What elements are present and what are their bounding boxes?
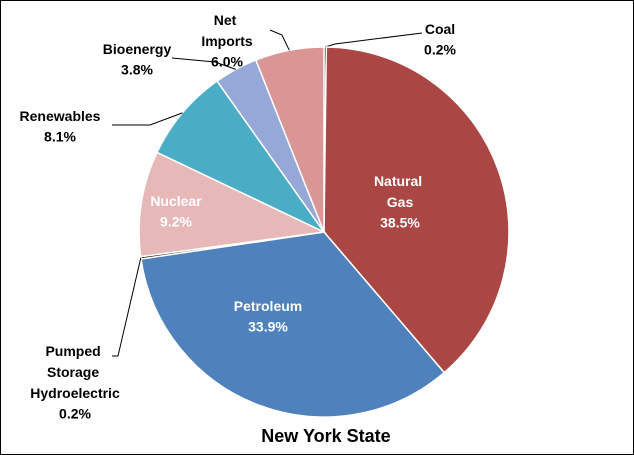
- slice-label-line: Imports: [201, 33, 253, 49]
- slice-label-line: Petroleum: [234, 298, 302, 314]
- data-label: 3.8%: [121, 62, 153, 78]
- slice-label: Renewables: [20, 108, 101, 124]
- data-label: 38.5%: [380, 215, 420, 231]
- data-label: 8.1%: [44, 129, 76, 145]
- pie-slice: [138, 151, 327, 258]
- slice-label-line: Bioenergy: [103, 41, 172, 57]
- slice-label-line: Coal: [425, 21, 455, 37]
- slice-label-line: Net: [214, 12, 240, 28]
- slice-label-line: Renewables: [20, 108, 101, 124]
- slice-label-line: Gas: [387, 194, 414, 210]
- slice-label-line: Storage: [47, 364, 103, 380]
- slice-label: Petroleum: [234, 298, 302, 314]
- slice-label: Net Imports: [201, 12, 253, 49]
- slice-label: Pumped Storage Hydroelectric: [30, 343, 120, 401]
- slice-label-line: Hydroelectric: [30, 385, 120, 401]
- slice-label: Bioenergy: [103, 41, 172, 57]
- slice-label-line: Natural: [374, 173, 426, 189]
- pie-slice: [254, 46, 325, 233]
- data-label: 33.9%: [248, 319, 288, 335]
- chart-title: New York State: [261, 426, 390, 446]
- slice-label-line: Pumped: [45, 343, 104, 359]
- leader-line: [171, 57, 236, 70]
- slice-label: Coal: [425, 21, 455, 37]
- leader-line: [325, 32, 423, 48]
- pie-slice: [156, 79, 327, 234]
- slice-label-line: Nuclear: [150, 193, 202, 209]
- data-label: 0.2%: [59, 406, 91, 422]
- leader-line: [269, 29, 290, 51]
- pie-slice: [140, 231, 446, 418]
- data-label: 0.2%: [424, 42, 456, 58]
- slice-label: Natural Gas: [374, 173, 426, 210]
- slice-label: Nuclear: [150, 193, 202, 209]
- leader-line: [112, 257, 142, 357]
- data-label: 6.0%: [211, 54, 243, 70]
- pie-slice: [323, 46, 510, 374]
- leader-line: [112, 112, 183, 126]
- data-label: 9.2%: [160, 214, 192, 230]
